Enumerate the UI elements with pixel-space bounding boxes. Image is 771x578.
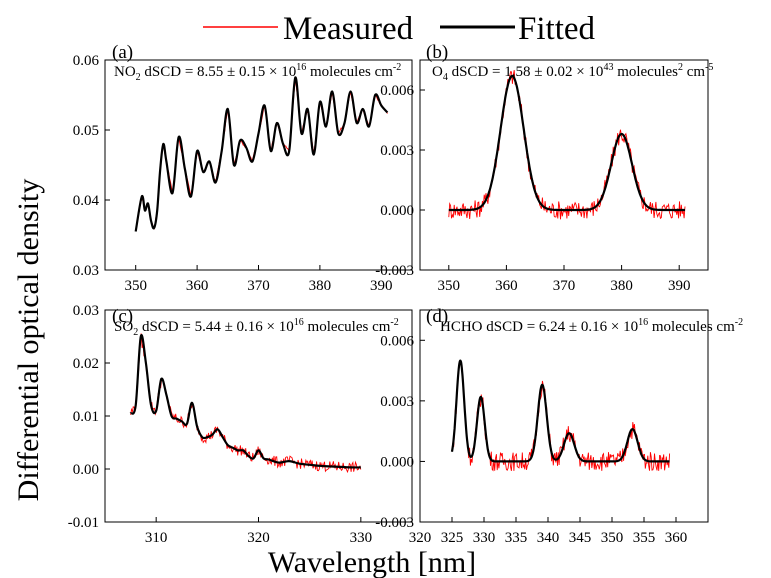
x-tick-label: 320 bbox=[247, 530, 270, 546]
y-tick-label: 0.000 bbox=[380, 203, 414, 219]
annotation-part-unit-exp: 2 bbox=[678, 62, 683, 73]
x-tick-label: 350 bbox=[438, 278, 461, 294]
panel-d: 320 325 330 335 340 345 350 355 360 -0.003 0.000 0.… bbox=[375, 306, 743, 546]
panel-c: 310 320 330 -0.01 0.00 0.01 0.02 0.03 (c)SO2 dSC… bbox=[68, 303, 413, 546]
annotation-part-unit: molecules cm bbox=[648, 319, 735, 335]
series-measured-line bbox=[135, 77, 388, 231]
plot-frame bbox=[104, 309, 413, 523]
annotation-part-unit2: cm bbox=[683, 64, 705, 80]
panel-a: 350 360 370 380 390 0.03 0.04 0.05 0.06 (a)NO2 dS… bbox=[73, 42, 413, 294]
y-tick-label: -0.01 bbox=[68, 515, 99, 531]
x-tick-label: 320 bbox=[409, 530, 432, 546]
x-tick-label: 350 bbox=[601, 530, 624, 546]
x-tick-label: 355 bbox=[633, 530, 656, 546]
y-tick-label: 0.06 bbox=[73, 53, 100, 69]
annotation-part-unit-exp: -2 bbox=[390, 317, 398, 328]
y-tick-label: 0.02 bbox=[73, 356, 99, 372]
annotation-part-unit: molecules bbox=[613, 64, 678, 80]
panel-label: (d) bbox=[426, 306, 448, 327]
annotation-part-text: dSCD = 1.58 ± 0.02 × 10 bbox=[448, 64, 604, 80]
y-tick-label: 0.03 bbox=[73, 263, 99, 279]
y-tick-label: 0.006 bbox=[380, 83, 414, 99]
y-tick-label: 0.01 bbox=[73, 409, 99, 425]
annotation-part-unit: molecules cm bbox=[304, 319, 391, 335]
panel-label: (a) bbox=[112, 42, 133, 63]
plot-frame bbox=[419, 309, 709, 523]
annotation-part-text: dSCD = 8.55 ± 0.15 × 10 bbox=[141, 64, 297, 80]
x-tick-label: 350 bbox=[124, 278, 147, 294]
series-fitted-line bbox=[129, 334, 361, 469]
annotation-part-exp: 16 bbox=[294, 317, 304, 328]
x-axis-label: Wavelength [nm] bbox=[268, 546, 476, 578]
annotation-part-sub: 2 bbox=[136, 72, 141, 83]
x-tick-label: 335 bbox=[505, 530, 528, 546]
y-tick-label: 0.003 bbox=[380, 143, 414, 159]
annotation-part-unit: molecules cm bbox=[306, 64, 393, 80]
annotation-part-species: HCHO bbox=[440, 319, 483, 335]
annotation-dscd: NO2 dSCD = 8.55 ± 0.15 × 1016 molecules … bbox=[114, 62, 401, 83]
x-tick-label: 340 bbox=[537, 530, 560, 546]
annotation-part-unit-exp: -2 bbox=[393, 62, 401, 73]
annotation-dscd: SO2 dSCD = 5.44 ± 0.16 × 1016 molecules … bbox=[114, 317, 399, 338]
y-tick-label: -0.003 bbox=[375, 263, 414, 279]
y-tick-label: -0.003 bbox=[375, 515, 414, 531]
y-tick-label: 0.05 bbox=[73, 123, 99, 139]
y-axis-label: Differential optical density bbox=[12, 179, 45, 502]
series-measured-line bbox=[448, 70, 686, 220]
y-tick-label: 0.006 bbox=[380, 333, 414, 349]
annotation-dscd: O4 dSCD = 1.58 ± 0.02 × 1043 molecules2 … bbox=[432, 62, 713, 83]
x-tick-label: 370 bbox=[553, 278, 576, 294]
x-tick-label: 360 bbox=[495, 278, 518, 294]
annotation-part-sub: 2 bbox=[133, 327, 138, 338]
x-tick-label: 390 bbox=[668, 278, 691, 294]
series-fitted-line bbox=[134, 76, 389, 232]
annotation-part-text: dSCD = 5.44 ± 0.16 × 10 bbox=[138, 319, 294, 335]
series-fitted-line bbox=[448, 74, 685, 212]
y-tick-label: 0.03 bbox=[73, 303, 99, 319]
annotation-part-unit-exp: -2 bbox=[735, 317, 743, 328]
annotation-part-sub: 4 bbox=[443, 72, 448, 83]
x-tick-label: 330 bbox=[350, 530, 373, 546]
annotation-part-species: SO bbox=[114, 319, 133, 335]
annotation-dscd: HCHO dSCD = 6.24 ± 0.16 × 1016 molecules… bbox=[440, 317, 743, 335]
y-tick-label: 0.00 bbox=[73, 462, 99, 478]
legend-fitted-label: Fitted bbox=[518, 11, 596, 47]
legend: Measured Fitted bbox=[203, 11, 596, 47]
panel-b: 350 360 370 380 390 -0.003 0.000 0.003 0.006 (b)O… bbox=[375, 42, 713, 294]
panel-label: (b) bbox=[426, 42, 448, 63]
x-tick-label: 380 bbox=[309, 278, 332, 294]
x-tick-label: 360 bbox=[665, 530, 688, 546]
series-measured-line bbox=[130, 333, 362, 474]
x-tick-label: 325 bbox=[441, 530, 464, 546]
series-fitted-line bbox=[450, 359, 670, 463]
annotation-part-text: dSCD = 6.24 ± 0.16 × 10 bbox=[483, 319, 639, 335]
x-tick-label: 310 bbox=[145, 530, 168, 546]
y-tick-label: 0.04 bbox=[73, 193, 100, 209]
plot-frame bbox=[104, 59, 413, 271]
x-tick-label: 370 bbox=[247, 278, 270, 294]
annotation-part-species: O bbox=[432, 64, 443, 80]
y-tick-label: 0.000 bbox=[380, 454, 414, 470]
legend-measured-label: Measured bbox=[283, 11, 414, 47]
annotation-part-exp: 43 bbox=[603, 62, 613, 73]
x-tick-label: 390 bbox=[370, 278, 393, 294]
y-tick-label: 0.003 bbox=[380, 394, 414, 410]
x-tick-label: 330 bbox=[473, 530, 496, 546]
annotation-part-exp: 16 bbox=[638, 317, 648, 328]
panel-label: (c) bbox=[112, 306, 133, 327]
x-tick-label: 360 bbox=[186, 278, 209, 294]
annotation-part-exp: 16 bbox=[296, 62, 306, 73]
x-tick-label: 345 bbox=[569, 530, 592, 546]
annotation-part-species: NO bbox=[114, 64, 136, 80]
plot-frame bbox=[419, 59, 709, 271]
annotation-part-unit2-exp: -5 bbox=[705, 62, 713, 73]
x-tick-label: 380 bbox=[610, 278, 633, 294]
